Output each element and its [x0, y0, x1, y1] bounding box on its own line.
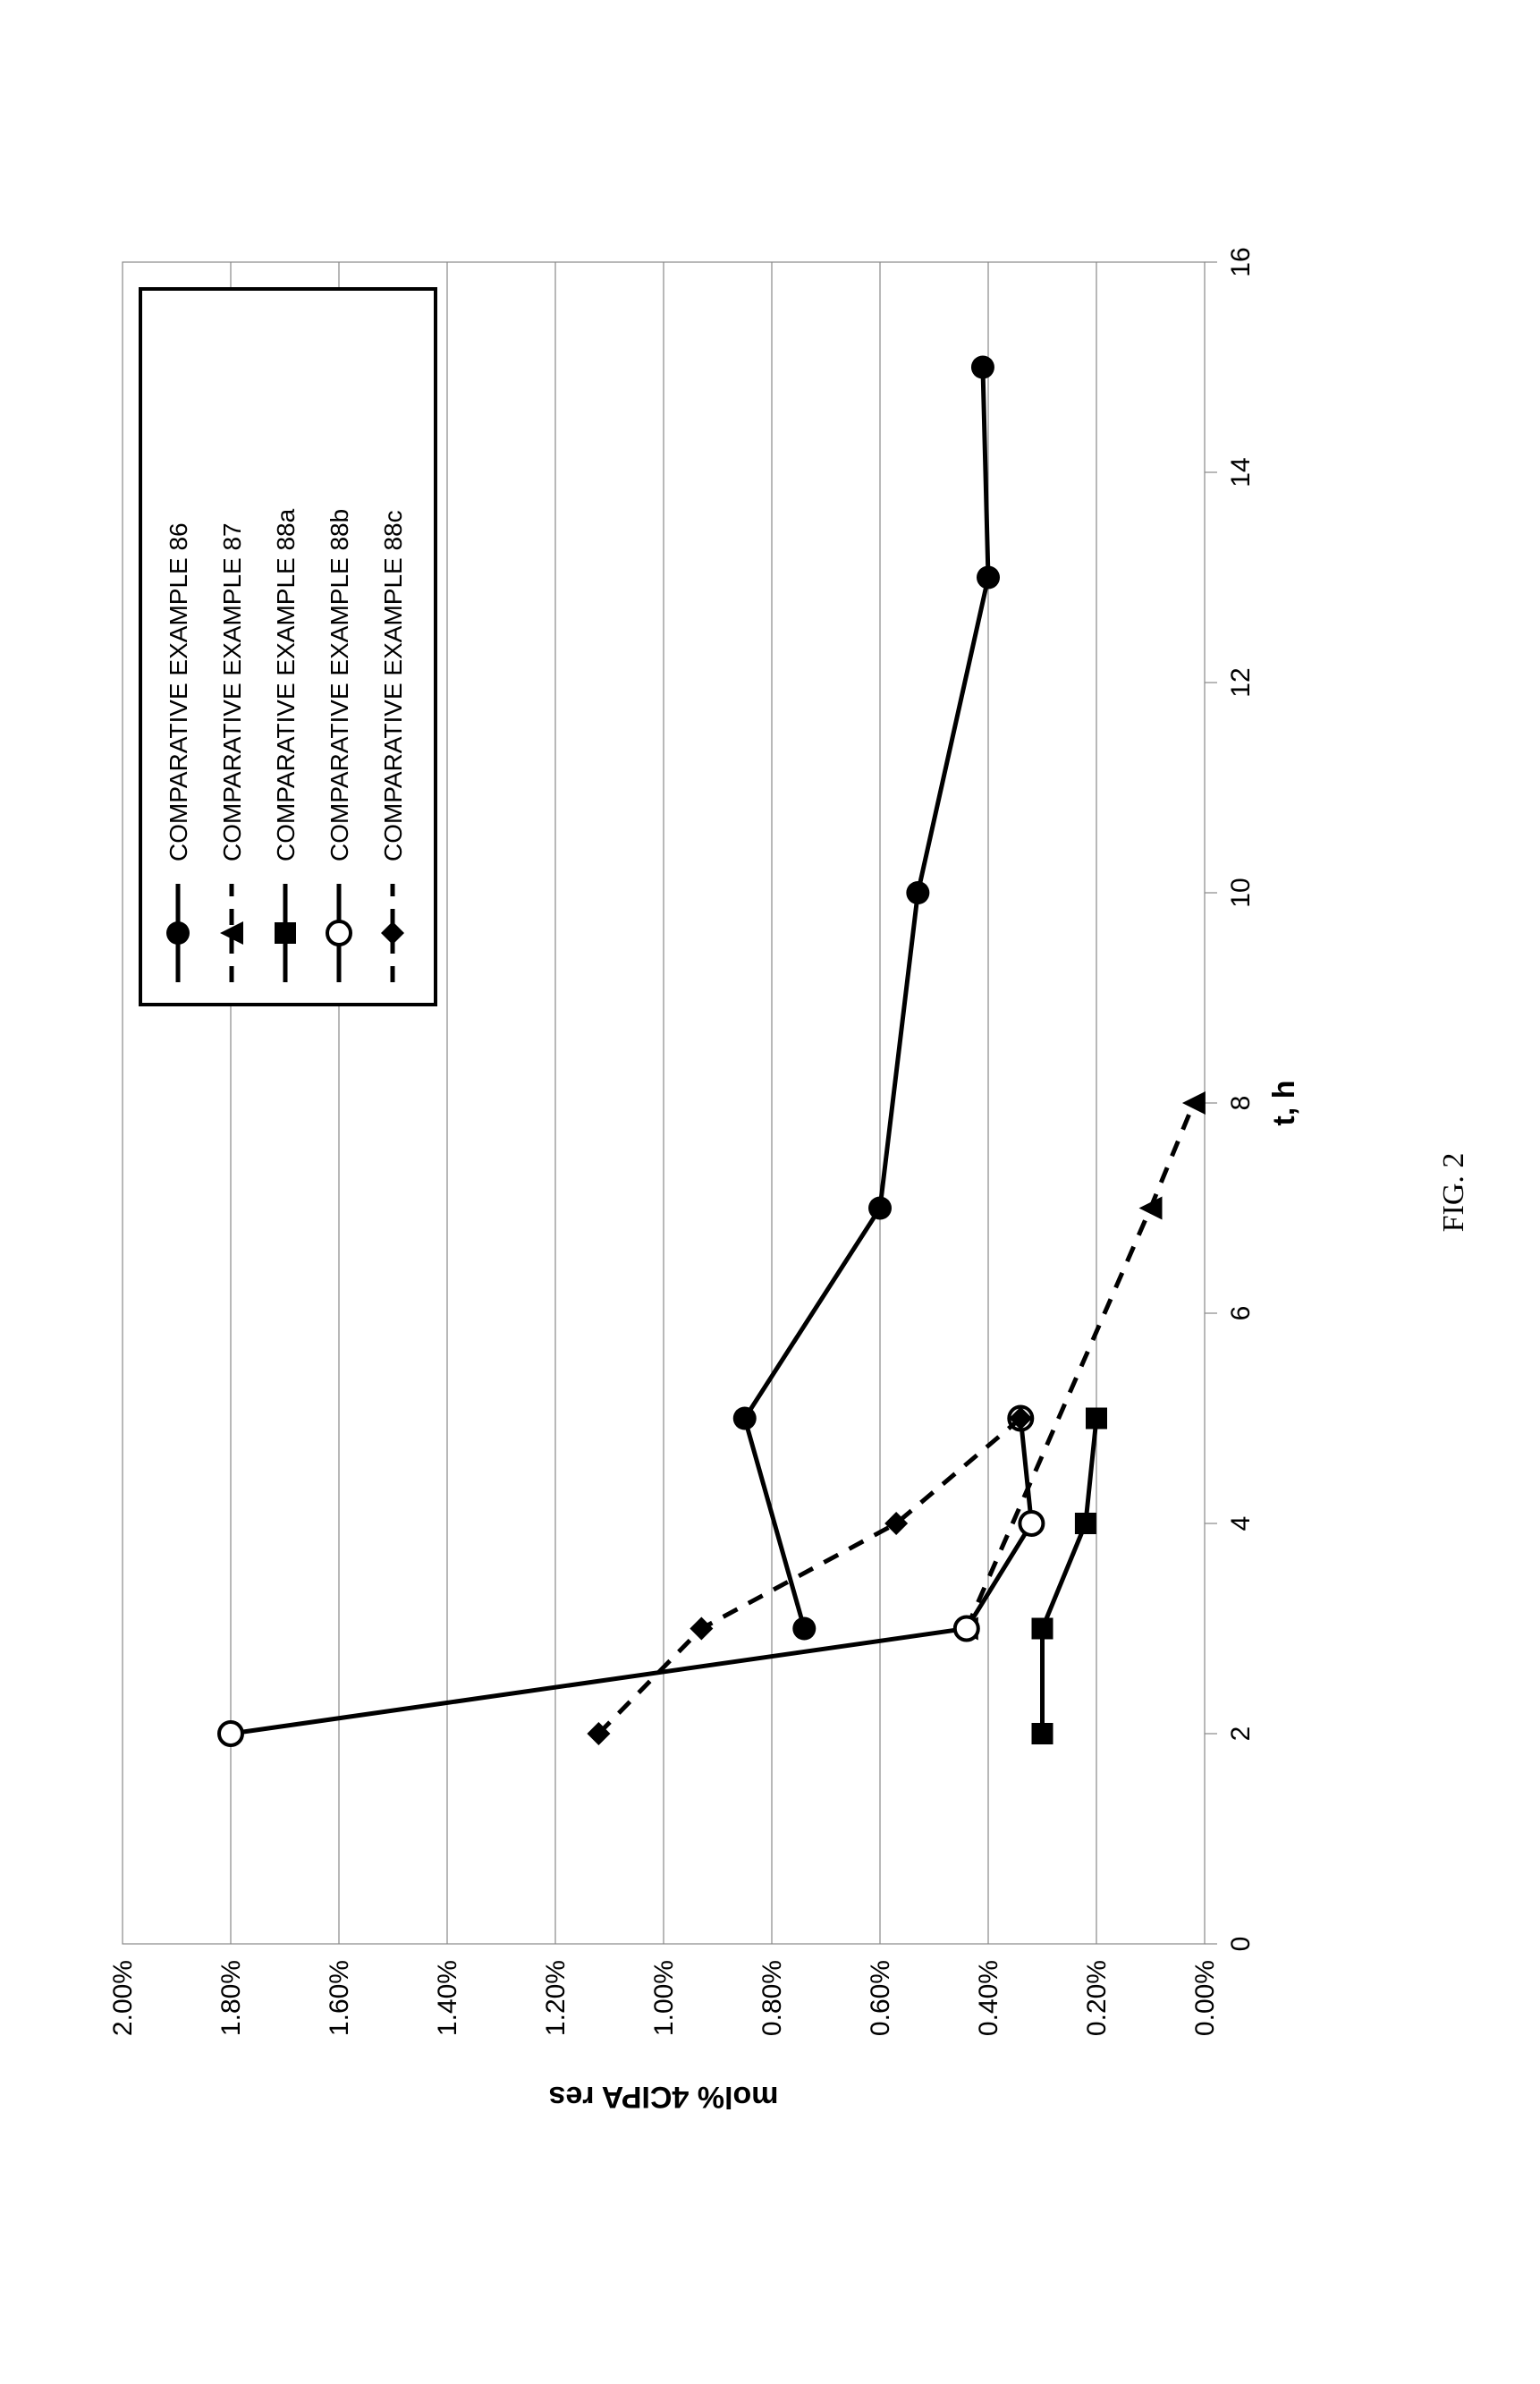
x-axis-label: t, h	[1267, 1080, 1301, 1125]
legend-label: COMPARATIVE EXAMPLE 88c	[379, 510, 407, 861]
x-tick-label: 14	[1226, 457, 1256, 487]
y-tick-label: 2.00%	[108, 1960, 138, 2036]
y-tick-label: 1.00%	[649, 1960, 679, 2036]
y-tick-label: 1.20%	[541, 1960, 571, 2036]
x-tick-label: 0	[1226, 1936, 1256, 1951]
chart-container: 0.00% 0.20% 0.40% 0.60% 0.80% 1.00% 1.20% 1.40%…	[69, 208, 1410, 2176]
legend-label: COMPARATIVE EXAMPLE 88b	[326, 508, 353, 861]
y-tick-label: 1.60%	[325, 1960, 354, 2036]
x-tick-label: 6	[1226, 1305, 1256, 1320]
y-tick-label: 0.00%	[1190, 1960, 1220, 2036]
y-axis-label: mol% 4CIPA res	[549, 2080, 779, 2114]
x-tick-label: 10	[1226, 878, 1256, 907]
legend-label: COMPARATIVE EXAMPLE 88a	[272, 508, 300, 861]
x-tick-label: 12	[1226, 667, 1256, 697]
legend-label: COMPARATIVE EXAMPLE 87	[218, 522, 246, 861]
y-tick-label: 0.80%	[757, 1960, 787, 2036]
figure-caption: FIG. 2	[1437, 208, 1471, 2176]
x-tick-label: 8	[1226, 1095, 1256, 1110]
y-tick-label: 1.80%	[216, 1960, 246, 2036]
y-tick-label: 0.40%	[974, 1960, 1003, 2036]
line-chart: 0.00% 0.20% 0.40% 0.60% 0.80% 1.00% 1.20% 1.40%…	[69, 208, 1410, 2176]
y-tick-label: 0.20%	[1082, 1960, 1112, 2036]
x-tick-label: 16	[1226, 247, 1256, 276]
legend-label: COMPARATIVE EXAMPLE 86	[165, 522, 192, 861]
y-tick-label: 1.40%	[433, 1960, 462, 2036]
y-tick-label: 0.60%	[866, 1960, 895, 2036]
x-tick-label: 4	[1226, 1515, 1256, 1531]
x-tick-label: 2	[1226, 1726, 1256, 1741]
rotated-stage: 0.00% 0.20% 0.40% 0.60% 0.80% 1.00% 1.20% 1.40%…	[69, 208, 1471, 2176]
